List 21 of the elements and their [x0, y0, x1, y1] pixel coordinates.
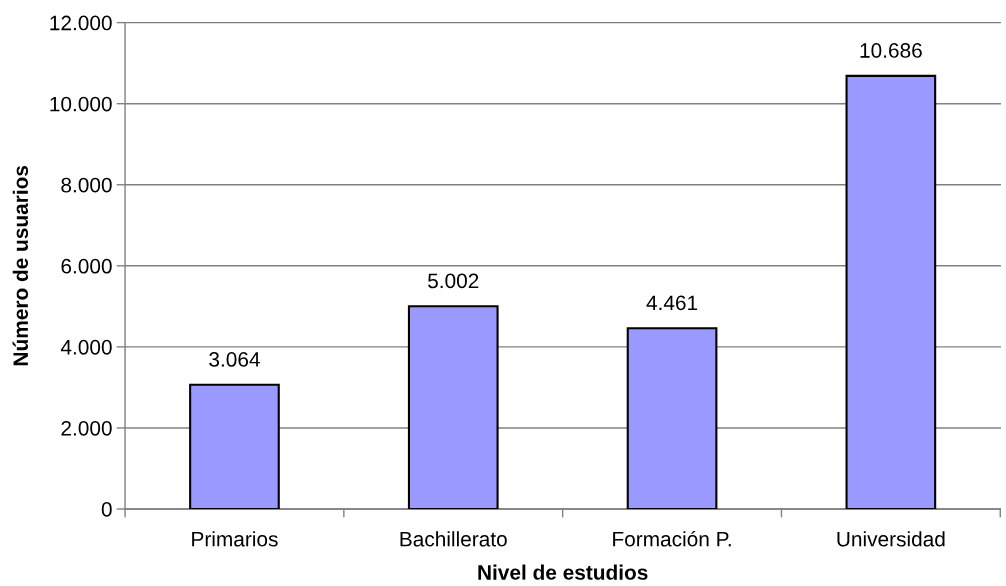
bar	[407, 305, 499, 509]
y-tick-label: 6.000	[61, 258, 112, 274]
text: 4.461	[646, 295, 698, 311]
bar	[189, 383, 280, 509]
x-tick-label: Primarios	[192, 531, 278, 547]
x-tick-label: Universidad	[837, 531, 945, 547]
text: 3.064	[209, 352, 260, 367]
y-tick-label: 4.000	[60, 339, 112, 355]
x-tick-label: Formación P.	[613, 530, 731, 547]
y-tick-label: 12.000	[50, 15, 112, 31]
y-tick-label: 2.000	[61, 420, 112, 436]
x-axis-title: Nivel de estudios	[478, 564, 648, 580]
bar	[845, 74, 937, 509]
y-tick-label: 10.000	[50, 96, 112, 112]
text: 5.002	[428, 273, 479, 289]
y-tick-label: 0	[101, 502, 112, 517]
y-tick-label: 8.000	[61, 177, 112, 193]
y-axis-title: Número de usuarios	[12, 165, 29, 366]
text: 10.686	[860, 43, 922, 58]
x-tick-label: Bachillerato	[400, 531, 507, 547]
bar	[626, 327, 718, 509]
